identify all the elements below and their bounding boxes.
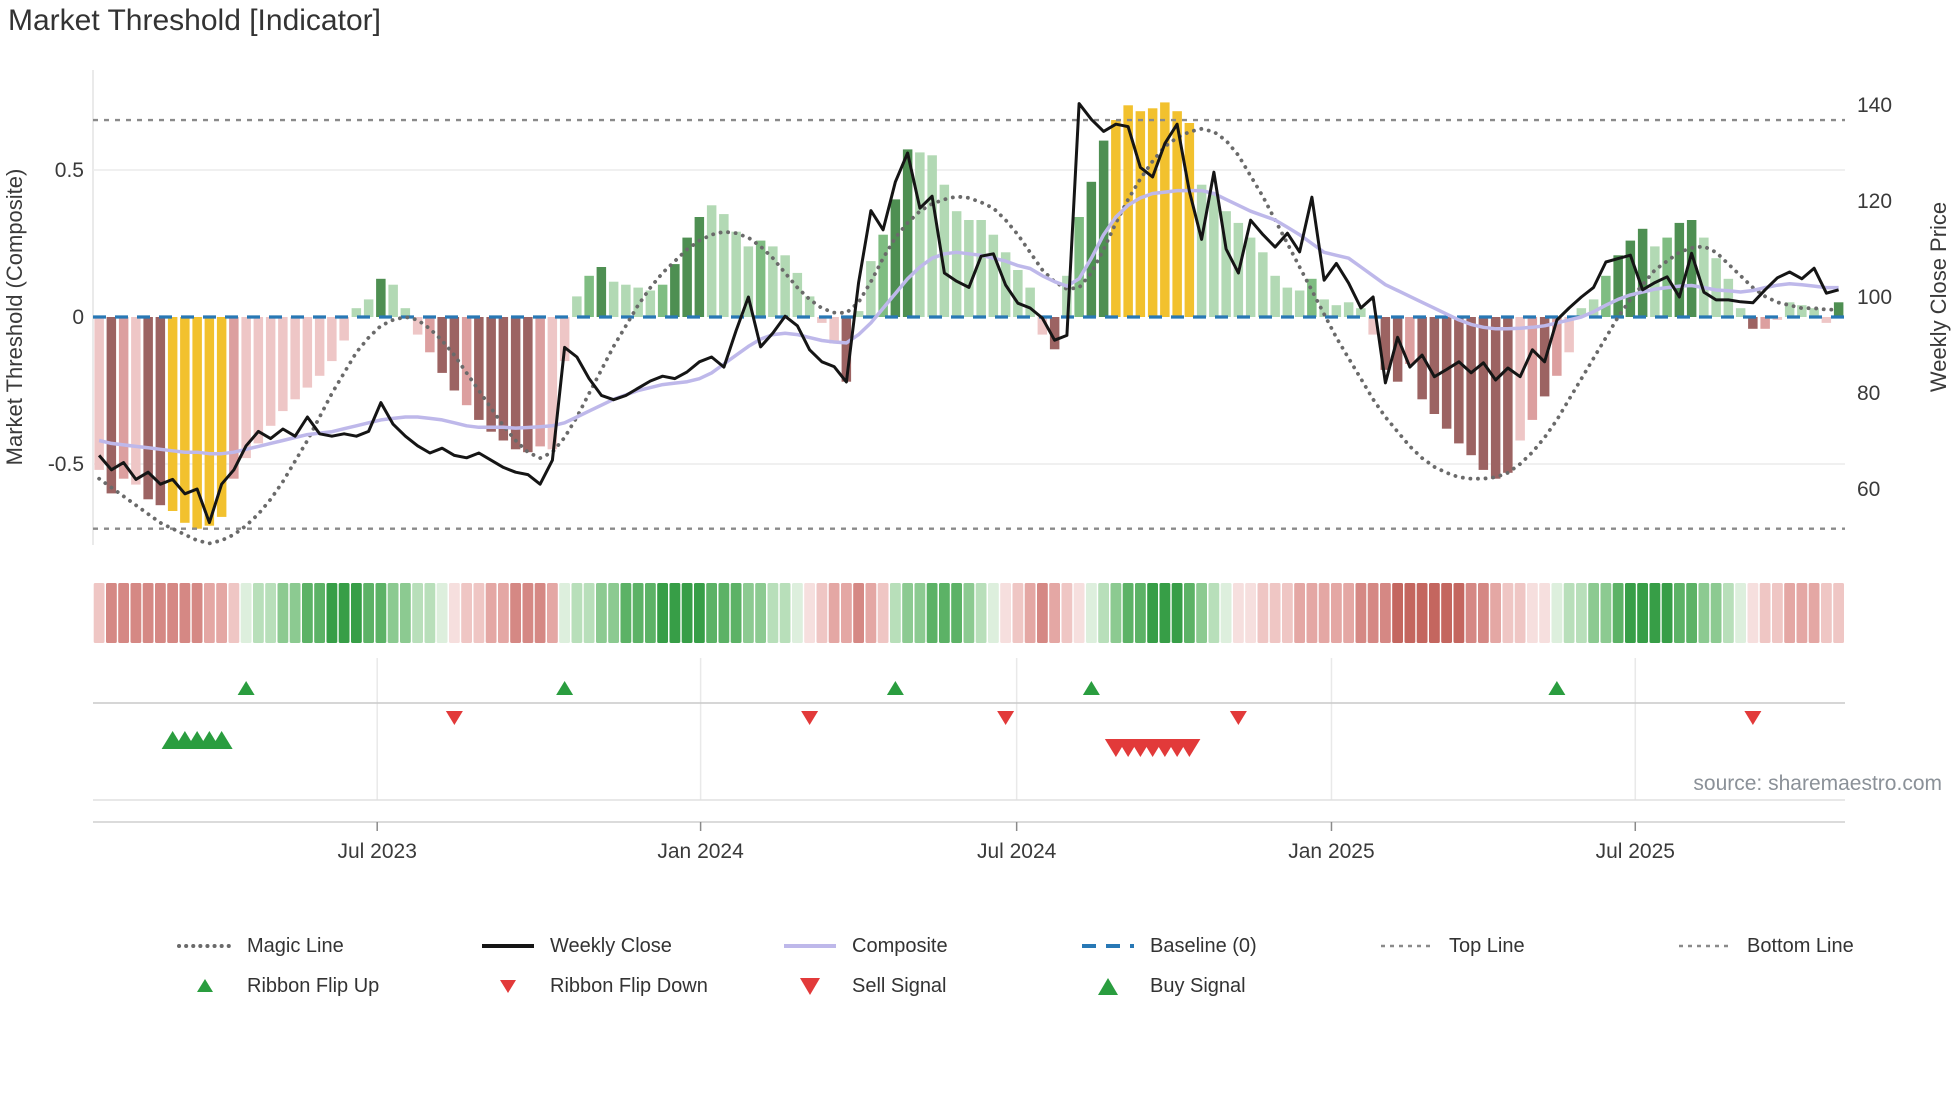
svg-text:Jul 2025: Jul 2025 [1596,840,1675,863]
gridlines [92,70,1845,545]
page-title: Market Threshold [Indicator] [8,4,381,37]
svg-text:Jan 2024: Jan 2024 [657,840,744,863]
threshold-bars [94,102,1844,529]
svg-text:Jan 2025: Jan 2025 [1288,840,1374,863]
legend-label: Baseline (0) [1150,934,1257,957]
svg-text:Jul 2023: Jul 2023 [337,840,416,863]
legend-label: Sell Signal [852,974,947,997]
svg-text:0: 0 [72,306,84,329]
legend-item-ribbon-flip-up: Ribbon Flip Up [176,972,379,1000]
legend-label: Weekly Close [550,934,672,957]
svg-text:60: 60 [1857,478,1880,501]
legend-label: Composite [852,934,948,957]
legend-item-weekly-close: Weekly Close [479,932,672,960]
svg-text:Market Threshold (Composite): Market Threshold (Composite) [2,169,27,466]
svg-text:Weekly Close Price: Weekly Close Price [1926,202,1951,392]
composite-swatch-icon [781,935,839,957]
legend-item-baseline: Baseline (0) [1079,932,1257,960]
legend-label: Top Line [1449,934,1525,957]
magic-line-swatch-icon [176,935,234,957]
signal-panel [93,658,1845,801]
legend-item-buy-signal: Buy Signal [1079,972,1246,1000]
left-axis: 0.5 0 -0.5 Market Threshold (Composite) [2,159,84,476]
legend-item-top-line: Top Line [1378,932,1525,960]
svg-text:-0.5: -0.5 [48,453,84,476]
legend-item-bottom-line: Bottom Line [1676,932,1854,960]
legend-item-magic-line: Magic Line [176,932,344,960]
svg-text:0.5: 0.5 [55,159,84,182]
legend-item-composite: Composite [781,932,948,960]
ribbon-flip-up-icon [176,975,234,997]
bottom-line-swatch-icon [1676,935,1734,957]
svg-text:120: 120 [1857,190,1892,213]
ribbon-flip-down-icon [479,975,537,997]
buy-signal-icon [1079,975,1137,997]
source-text: source: sharemaestro.com [1693,772,1942,795]
legend-label: Bottom Line [1747,934,1854,957]
top-line-swatch-icon [1378,935,1436,957]
baseline-swatch-icon [1079,935,1137,957]
svg-text:100: 100 [1857,286,1892,309]
right-axis: 140 120 100 80 60 Weekly Close Price [1857,94,1951,501]
weekly-close-swatch-icon [479,935,537,957]
legend-item-sell-signal: Sell Signal [781,972,947,1000]
legend-label: Buy Signal [1150,974,1246,997]
x-axis: Jul 2023 Jan 2024 Jul 2024 Jan 2025 Jul 2025 [93,821,1845,863]
series-lines [97,102,1841,546]
legend-label: Ribbon Flip Down [550,974,708,997]
trend-ribbon [93,583,1844,643]
legend-item-ribbon-flip-down: Ribbon Flip Down [479,972,708,1000]
svg-text:80: 80 [1857,382,1880,405]
svg-text:140: 140 [1857,94,1892,117]
reference-lines [93,118,1845,530]
legend-label: Ribbon Flip Up [247,974,380,997]
svg-text:Jul 2024: Jul 2024 [977,840,1057,863]
legend-label: Magic Line [247,934,344,957]
sell-signal-icon [781,975,839,997]
